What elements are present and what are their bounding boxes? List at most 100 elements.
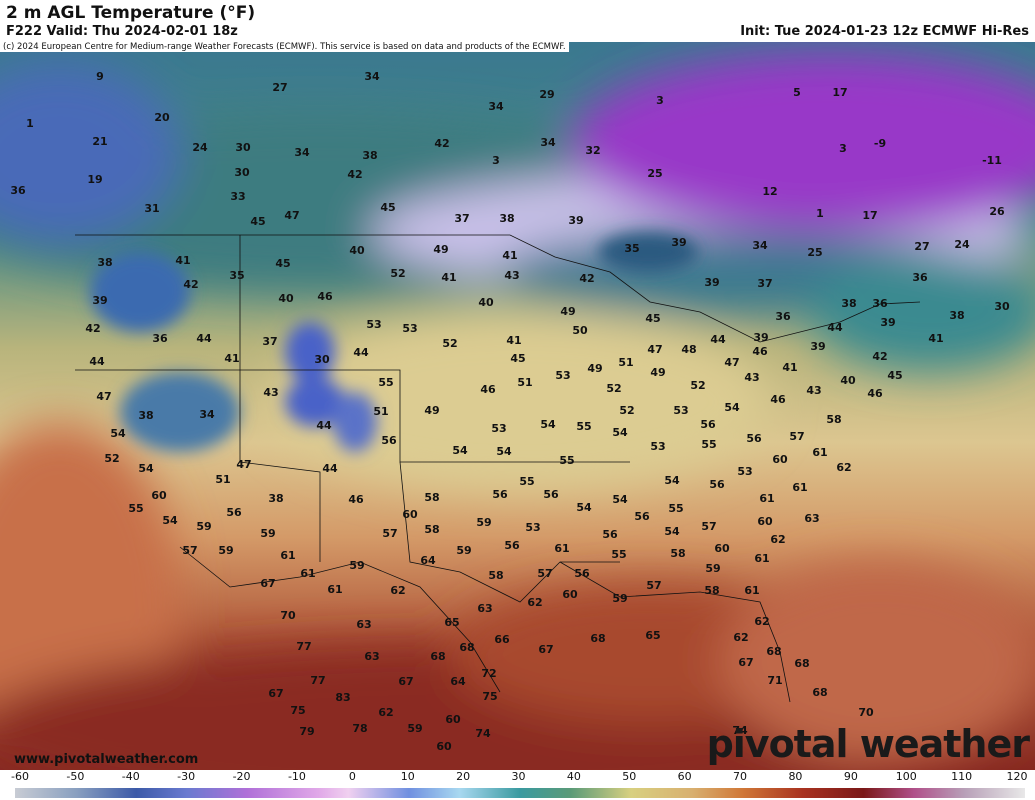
temperature-label: 52 xyxy=(104,452,119,465)
temperature-label: 54 xyxy=(724,401,740,414)
temperature-label: 53 xyxy=(402,322,417,335)
temperature-label: 59 xyxy=(612,592,627,605)
temperature-label: 30 xyxy=(234,166,250,179)
temperature-label: 61 xyxy=(554,542,569,555)
temperature-label: 60 xyxy=(436,740,452,753)
temperature-label: 32 xyxy=(585,144,600,157)
temperature-label: 53 xyxy=(650,440,665,453)
colorbar-tick-label: 120 xyxy=(1006,770,1028,783)
temperature-label: 68 xyxy=(812,686,827,699)
temperature-label: 51 xyxy=(618,356,633,369)
temperature-label: 61 xyxy=(300,567,315,580)
temperature-label: 24 xyxy=(954,238,970,251)
temperature-label: 46 xyxy=(317,290,333,303)
temperature-label: 64 xyxy=(420,554,436,567)
temperature-label: 43 xyxy=(806,384,821,397)
temperature-label: 42 xyxy=(347,168,362,181)
temperature-label: 41 xyxy=(782,361,797,374)
temperature-label: 56 xyxy=(492,488,508,501)
temperature-label: 67 xyxy=(260,577,275,590)
temperature-label: 3 xyxy=(839,142,847,155)
temperature-label: 19 xyxy=(87,173,102,186)
colorbar-ticks: -60 -50 -40 -30 -20 -10 0 10 20 30 40 50 60 70 80 90 100… xyxy=(0,770,1035,786)
colorbar-tick-label: 70 xyxy=(733,770,748,783)
temperature-label: 1 xyxy=(26,117,34,130)
colorbar-tick-label: 80 xyxy=(788,770,803,783)
temperature-label: 75 xyxy=(482,690,497,703)
temperature-label: 47 xyxy=(96,390,111,403)
temperature-label: 46 xyxy=(752,345,768,358)
temperature-label: 41 xyxy=(224,352,239,365)
temperature-label: 47 xyxy=(647,343,662,356)
temperature-label: 53 xyxy=(673,404,688,417)
temperature-label: 52 xyxy=(390,267,405,280)
temperature-label: 43 xyxy=(504,269,519,282)
temperature-label: 56 xyxy=(634,510,650,523)
temperature-label: 67 xyxy=(738,656,753,669)
colorbar-tick-label: -20 xyxy=(232,770,251,783)
temperature-label: 55 xyxy=(576,420,591,433)
temperature-label: 30 xyxy=(994,300,1010,313)
temperature-label: 77 xyxy=(310,674,325,687)
temperature-label: 45 xyxy=(380,201,395,214)
temperature-label: 54 xyxy=(540,418,556,431)
temperature-label: 77 xyxy=(296,640,311,653)
temperature-label: 42 xyxy=(434,137,449,150)
temperature-label: 78 xyxy=(352,722,367,735)
temperature-label: 59 xyxy=(476,516,491,529)
temperature-label: 61 xyxy=(812,446,827,459)
temperature-label: 3 xyxy=(656,94,664,107)
temperature-label: 75 xyxy=(290,704,305,717)
temperature-label: 55 xyxy=(701,438,716,451)
valid-time: F222 Valid: Thu 2024-02-01 18z xyxy=(6,24,238,39)
border xyxy=(239,235,321,562)
temperature-label: 45 xyxy=(510,352,525,365)
temperature-label: 48 xyxy=(681,343,696,356)
colorbar-tick-label: 10 xyxy=(400,770,415,783)
temperature-label: 68 xyxy=(794,657,809,670)
temperature-label: 71 xyxy=(767,674,782,687)
temperature-label: 68 xyxy=(590,632,605,645)
temperature-label: 34 xyxy=(752,239,768,252)
temperature-label: 63 xyxy=(477,602,492,615)
colorbar-tick-label: 0 xyxy=(348,770,356,783)
temperature-label: 55 xyxy=(668,502,683,515)
temperature-label: 36 xyxy=(775,310,791,323)
temperature-label: 39 xyxy=(880,316,895,329)
temperature-label: 52 xyxy=(619,404,634,417)
temperature-label: 57 xyxy=(537,567,552,580)
temperature-label: 54 xyxy=(496,445,512,458)
temperature-label: 54 xyxy=(612,426,628,439)
temperature-label: 43 xyxy=(744,371,759,384)
temperature-label: 53 xyxy=(491,422,506,435)
temperature-label: 53 xyxy=(737,465,752,478)
temperature-label: 68 xyxy=(430,650,445,663)
colorbar-tick-label: 50 xyxy=(622,770,637,783)
temperature-label: 49 xyxy=(424,404,439,417)
colorbar-tick-label: 60 xyxy=(677,770,692,783)
temperature-label: 46 xyxy=(480,383,496,396)
temperature-label: 60 xyxy=(151,489,167,502)
temperature-label: 27 xyxy=(914,240,929,253)
temperature-label: 30 xyxy=(235,141,251,154)
temperature-label: 39 xyxy=(671,236,686,249)
temperature-label: 40 xyxy=(478,296,494,309)
colorbar-tick-label: 30 xyxy=(511,770,526,783)
temperature-label: 54 xyxy=(452,444,468,457)
temperature-label: 37 xyxy=(454,212,469,225)
temperature-label: 63 xyxy=(804,512,819,525)
temperature-label: 36 xyxy=(10,184,26,197)
temperature-label: 41 xyxy=(441,271,456,284)
temperature-label: 44 xyxy=(316,419,332,432)
temperature-label: 70 xyxy=(280,609,296,622)
temperature-label: 45 xyxy=(887,369,902,382)
temperature-label: 55 xyxy=(128,502,143,515)
temperature-label: 58 xyxy=(704,584,719,597)
copyright: (c) 2024 European Centre for Medium-rang… xyxy=(0,42,569,52)
temperature-label: 61 xyxy=(792,481,807,494)
temperature-label: 58 xyxy=(826,413,841,426)
temperature-label: 58 xyxy=(424,523,439,536)
temperature-label: 36 xyxy=(152,332,168,345)
temperature-label: 62 xyxy=(754,615,769,628)
